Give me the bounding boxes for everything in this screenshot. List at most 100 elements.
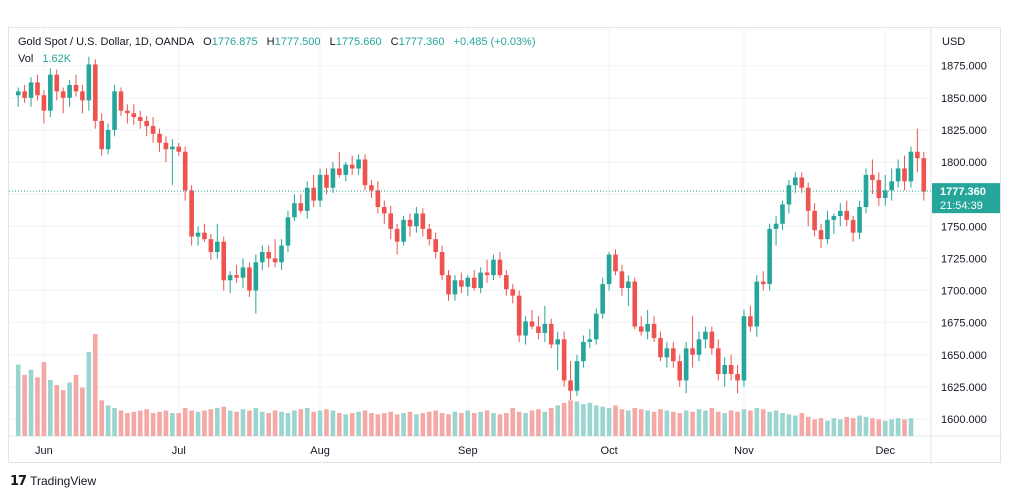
last-price-badge (932, 183, 1000, 214)
volume-bar (561, 402, 567, 436)
candle-body (407, 219, 413, 227)
volume-bar (459, 413, 464, 436)
candle-body (131, 113, 137, 118)
volume-bar (870, 418, 875, 436)
legend-open: 1776.875 (211, 36, 258, 48)
tradingview-logo[interactable]: 17 TradingView (10, 472, 96, 490)
candle-body (157, 133, 162, 143)
candle-body (658, 338, 663, 358)
candle-body (15, 91, 21, 96)
candle-body (112, 91, 117, 130)
candle-body (247, 267, 252, 291)
candle-body (414, 213, 419, 227)
candle-body (54, 74, 60, 92)
candle-body (176, 146, 182, 152)
volume-bar (882, 420, 888, 436)
x-tick-label: Jul (172, 445, 186, 457)
candle-body (690, 348, 695, 355)
candle-body (915, 151, 920, 159)
volume-bar (728, 410, 734, 436)
volume-bar (632, 407, 638, 436)
candle-body (491, 259, 496, 276)
candle-body (754, 281, 760, 327)
candle-body (349, 164, 355, 169)
candle-body (638, 326, 644, 332)
volume-bar (439, 413, 445, 436)
volume-bar (362, 410, 368, 436)
candle-body (420, 213, 426, 229)
volume-bar (266, 413, 272, 436)
volume-bar (54, 385, 60, 436)
candle-body (529, 321, 535, 327)
volume-bar (581, 404, 586, 436)
candle-body (722, 365, 728, 375)
candle-body (767, 228, 772, 285)
candle-body (253, 262, 259, 291)
volume-bar (394, 414, 400, 436)
candle-body (812, 210, 817, 231)
volume-bar (812, 419, 817, 436)
volume-bar (86, 351, 92, 436)
candle-body (870, 174, 875, 181)
volume-bar (895, 418, 901, 436)
candle-body (748, 316, 753, 327)
volume-bar (837, 419, 843, 436)
candle-body (478, 272, 483, 288)
volume-bar (683, 410, 689, 436)
volume-bar (786, 414, 792, 436)
volume-bar (182, 407, 188, 436)
volume-bar (48, 379, 53, 436)
candle-body (626, 281, 631, 288)
candle-body (863, 174, 869, 208)
volume-bar (73, 374, 79, 436)
volume-bar (626, 410, 631, 436)
volume-bar (696, 409, 702, 436)
volume-bar (22, 374, 27, 436)
candle-body (715, 348, 721, 375)
y-tick-label: 1700.000 (941, 286, 987, 298)
volume-bar (593, 405, 599, 436)
volume-bar (137, 410, 143, 436)
volume-bar (298, 409, 304, 436)
volume-bar (703, 410, 708, 436)
volume-bar (105, 405, 111, 436)
candle-body (645, 323, 650, 332)
volume-bar (709, 407, 715, 436)
volume-bar (722, 413, 728, 436)
candle-body (118, 91, 124, 111)
volume-bar (125, 413, 130, 436)
volume-bar (170, 413, 175, 436)
candle-body (895, 168, 901, 182)
volume-bar (690, 411, 695, 436)
candle-body (170, 146, 175, 150)
candle-body (709, 331, 715, 349)
candle-body (670, 348, 676, 362)
candle-body (632, 281, 638, 327)
volume-bar (433, 410, 438, 436)
candle-body (876, 180, 882, 199)
volume-bar (157, 411, 162, 436)
candle-body (465, 277, 471, 287)
volume-bar (831, 418, 837, 436)
volume-bar (343, 414, 349, 436)
candle-body (324, 174, 329, 188)
candle-body (484, 272, 490, 276)
volume-bar (780, 413, 785, 436)
volume-bar (279, 411, 284, 436)
candle-body (279, 245, 284, 263)
candle-body (664, 348, 670, 358)
volume-bar (491, 413, 496, 436)
volume-bar (285, 413, 291, 436)
volume-bar (497, 414, 503, 436)
volume-bar (317, 410, 323, 436)
candle-body (311, 187, 316, 201)
candle-body (542, 323, 548, 333)
candle-body (144, 120, 149, 127)
candle-body (728, 365, 734, 375)
candle-body (86, 64, 92, 101)
candle-body (593, 313, 599, 340)
candle-body (439, 251, 445, 276)
candlestick-chart[interactable]: 1875.0001850.0001825.0001800.0001775.000… (9, 28, 1002, 464)
candle-body (760, 281, 766, 285)
candle-body (214, 241, 220, 252)
